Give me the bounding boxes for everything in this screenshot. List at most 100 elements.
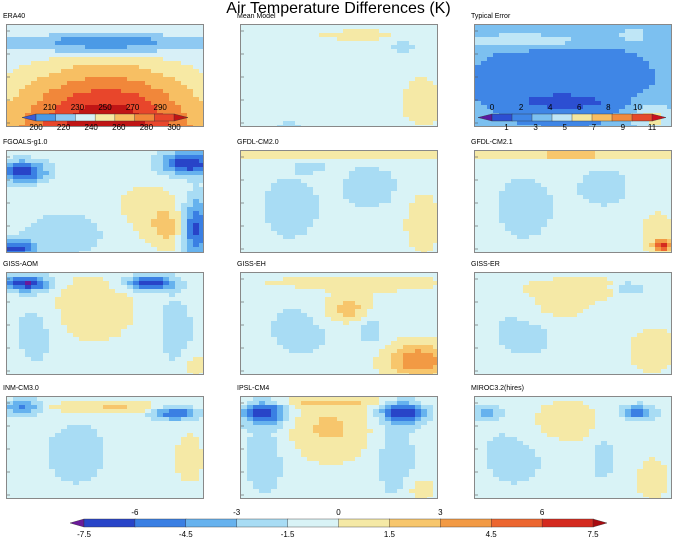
contour-cell: [91, 199, 98, 204]
contour-cell: [571, 191, 578, 196]
contour-cell: [181, 29, 188, 34]
contour-cell: [139, 53, 146, 58]
contour-cell: [325, 235, 332, 240]
contour-cell: [601, 69, 608, 74]
contour-cell: [31, 73, 38, 78]
contour-cell: [313, 163, 320, 168]
contour-cell: [541, 191, 548, 196]
contour-cell: [397, 203, 404, 208]
contour-cell: [643, 125, 650, 126]
contour-cell: [85, 65, 92, 70]
contour-cell: [541, 199, 548, 204]
contour-cell: [571, 97, 578, 102]
contour-cell: [67, 73, 74, 78]
contour-cell: [145, 207, 152, 212]
contour-cell: [55, 163, 62, 168]
contour-cell: [547, 171, 554, 176]
contour-cell: [403, 29, 410, 34]
contour-cell: [349, 219, 356, 224]
contour-cell: [139, 33, 146, 38]
contour-cell: [337, 227, 344, 232]
contour-cell: [529, 69, 536, 74]
contour-cell: [553, 215, 560, 220]
contour-cell: [349, 167, 356, 172]
contour-cell: [79, 29, 86, 34]
contour-cell: [277, 175, 284, 180]
contour-cell: [379, 211, 386, 216]
contour-cell: [115, 235, 122, 240]
contour-cell: [427, 89, 434, 94]
contour-cell: [517, 101, 524, 106]
contour-cell: [307, 125, 314, 126]
contour-cell: [421, 37, 428, 42]
contour-cell: [283, 125, 290, 126]
contour-cell: [91, 85, 98, 90]
contour-cell: [487, 101, 494, 106]
contour-cell: [529, 89, 536, 94]
contour-cell: [505, 167, 512, 172]
contour-cell: [73, 231, 80, 236]
contour-cell: [289, 57, 296, 62]
contour-cell: [127, 223, 134, 228]
contour-cell: [121, 57, 128, 62]
contour-cell: [625, 207, 632, 212]
contour-cell: [403, 125, 410, 126]
contour-cell: [265, 33, 272, 38]
contour-cell: [505, 187, 512, 192]
contour-cell: [325, 121, 332, 126]
contour-cell: [97, 187, 104, 192]
contour-cell: [301, 37, 308, 42]
contour-cell: [415, 179, 422, 184]
contour-cell: [397, 125, 404, 126]
contour-cell: [295, 207, 302, 212]
contour-cell: [193, 41, 200, 46]
contour-cell: [499, 211, 506, 216]
contour-cell: [391, 61, 398, 66]
contour-cell: [283, 207, 290, 212]
contour-cell: [349, 183, 356, 188]
contour-cell: [307, 109, 314, 114]
contour-cell: [565, 73, 572, 78]
contour-cell: [523, 207, 530, 212]
contour-cell: [61, 159, 68, 164]
contour-cell: [319, 45, 326, 50]
contour-cell: [145, 61, 152, 66]
contour-cell: [289, 175, 296, 180]
contour-cell: [421, 45, 428, 50]
contour-cell: [367, 57, 374, 62]
contour-cell: [403, 231, 410, 236]
contour-cell: [511, 57, 518, 62]
contour-cell: [559, 151, 566, 156]
contour-cell: [583, 73, 590, 78]
contour-cell: [427, 29, 434, 34]
contour-cell: [61, 57, 68, 62]
contour-cell: [289, 251, 296, 252]
contour-cell: [325, 187, 332, 192]
contour-cell: [619, 109, 626, 114]
contour-cell: [385, 207, 392, 212]
contour-cell: [475, 109, 482, 114]
contour-cell: [61, 45, 68, 50]
contour-cell: [169, 109, 176, 114]
contour-cell: [277, 113, 284, 118]
contour-cell: [499, 73, 506, 78]
contour-cell: [427, 159, 434, 164]
contour-cell: [385, 247, 392, 252]
contour-cell: [13, 239, 20, 244]
contour-cell: [259, 211, 266, 216]
contour-cell: [613, 167, 620, 172]
contour-cell: [199, 109, 203, 114]
contour-cell: [241, 227, 248, 232]
contour-cell: [277, 159, 284, 164]
contour-cell: [121, 159, 128, 164]
contour-cell: [151, 239, 158, 244]
contour-cell: [421, 53, 428, 58]
contour-cell: [475, 215, 482, 220]
contour-cell: [139, 243, 146, 248]
contour-cell: [331, 77, 338, 82]
contour-cell: [157, 155, 164, 160]
contour-cell: [31, 57, 38, 62]
contour-cell: [427, 117, 434, 122]
contour-cell: [175, 163, 182, 168]
contour-cell: [409, 57, 416, 62]
